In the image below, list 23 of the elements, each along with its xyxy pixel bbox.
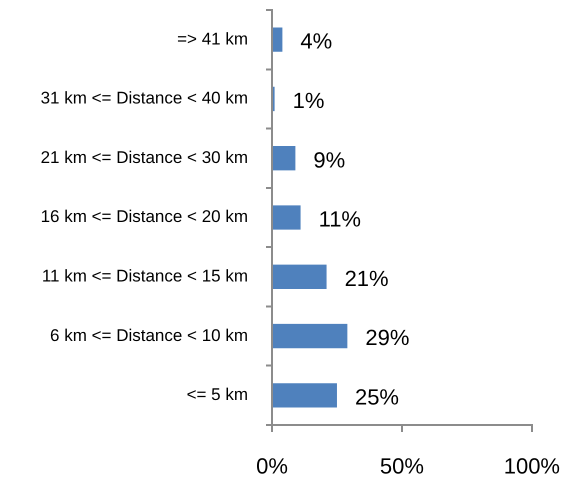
y-tick-label: 6 km <= Distance < 10 km bbox=[50, 326, 248, 345]
x-tick-label: 0% bbox=[256, 453, 288, 478]
y-tick-label: 11 km <= Distance < 15 km bbox=[42, 266, 248, 286]
y-tick-label: 21 km <= Distance < 30 km bbox=[40, 148, 248, 167]
data-label: 11% bbox=[318, 206, 361, 232]
bar bbox=[273, 324, 348, 348]
data-label: 21% bbox=[344, 266, 389, 291]
x-tick-label: 100% bbox=[504, 453, 560, 478]
data-label: 29% bbox=[365, 325, 410, 350]
y-tick-label: => 41 km bbox=[177, 29, 248, 48]
x-tick-label: 50% bbox=[380, 453, 424, 478]
bar bbox=[273, 264, 327, 289]
data-label: 9% bbox=[313, 147, 346, 172]
y-tick-label: <= 5 km bbox=[186, 385, 248, 404]
bar bbox=[273, 146, 296, 170]
data-label: 4% bbox=[300, 28, 332, 54]
data-label: 25% bbox=[354, 384, 400, 410]
bar bbox=[273, 27, 282, 52]
y-tick-label: 16 km <= Distance < 20 km bbox=[40, 207, 248, 226]
bar bbox=[273, 383, 337, 408]
data-label: 1% bbox=[292, 88, 324, 113]
bar bbox=[273, 205, 301, 230]
y-tick-label: 31 km <= Distance < 40 km bbox=[40, 88, 248, 108]
